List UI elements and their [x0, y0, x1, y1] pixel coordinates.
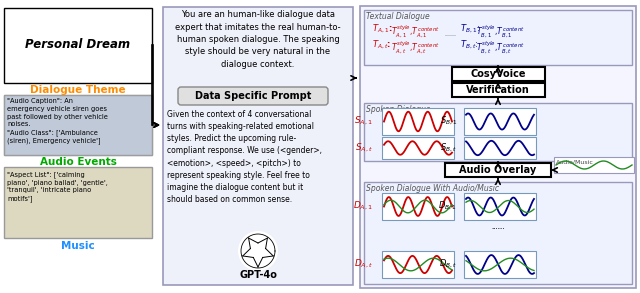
Text: $\boldsymbol{S_{A,1}}$: $\boldsymbol{S_{A,1}}$: [355, 115, 373, 127]
Text: $T^{style}_{B,t}$,$T^{content}_{B,t}$: $T^{style}_{B,t}$,$T^{content}_{B,t}$: [476, 39, 525, 55]
Bar: [464, 251, 536, 278]
Circle shape: [238, 231, 278, 271]
Bar: [382, 193, 454, 220]
Text: Audio/Music: Audio/Music: [556, 160, 594, 165]
Text: $S_{B,1}$: $S_{B,1}$: [440, 115, 457, 127]
Text: CosyVoice: CosyVoice: [470, 69, 525, 79]
Text: ......: ......: [492, 224, 505, 230]
Text: ......: ......: [444, 32, 456, 37]
Bar: [4, 167, 152, 238]
Circle shape: [253, 246, 263, 256]
Bar: [464, 108, 536, 135]
Text: Textual Dialogue: Textual Dialogue: [366, 12, 429, 21]
Text: $D_{B,t}$: $D_{B,t}$: [439, 258, 457, 270]
Bar: [364, 10, 632, 65]
Bar: [464, 137, 536, 159]
Text: GPT-4o: GPT-4o: [239, 270, 277, 280]
Text: Given the context of 4 conversational
turns with speaking-related emotional
styl: Given the context of 4 conversational tu…: [167, 110, 322, 204]
Bar: [364, 182, 632, 284]
Bar: [163, 7, 353, 285]
Text: ......: ......: [492, 224, 505, 230]
Text: $T_{A,t}$:: $T_{A,t}$:: [372, 39, 391, 51]
Text: $\boldsymbol{D_{A,1}}$: $\boldsymbol{D_{A,1}}$: [353, 200, 373, 212]
Text: $T_{B,t}$:: $T_{B,t}$:: [460, 39, 479, 51]
Text: $T^{style}_{B,1}$,$T^{content}_{B,1}$: $T^{style}_{B,1}$,$T^{content}_{B,1}$: [476, 23, 525, 39]
Text: $T^{style}_{A,t}$,$T^{content}_{A,t}$: $T^{style}_{A,t}$,$T^{content}_{A,t}$: [391, 39, 440, 55]
FancyBboxPatch shape: [178, 87, 328, 105]
Bar: [382, 251, 454, 278]
Text: $T_{B,1}$:: $T_{B,1}$:: [460, 23, 480, 35]
Bar: [554, 157, 634, 173]
Text: Dialogue Theme: Dialogue Theme: [30, 85, 126, 95]
Text: "Aspect List": ['calming
piano', 'piano ballad', 'gentle',
'tranquil', 'intricat: "Aspect List": ['calming piano', 'piano …: [7, 171, 108, 202]
Text: You are an human-like dialogue data
expert that imitates the real human-to-
huma: You are an human-like dialogue data expe…: [175, 10, 341, 69]
Bar: [360, 6, 636, 288]
Text: "Audio Caption": An
emergency vehicle siren goes
past followed by other vehicle
: "Audio Caption": An emergency vehicle si…: [7, 98, 108, 144]
Text: Audio Events: Audio Events: [40, 157, 116, 167]
Bar: [382, 137, 454, 159]
Text: ......: ......: [492, 137, 505, 143]
Bar: [452, 83, 545, 97]
Text: $S_{B,t}$: $S_{B,t}$: [440, 142, 457, 154]
Bar: [4, 95, 152, 155]
Text: $\boldsymbol{D_{A,t}}$: $\boldsymbol{D_{A,t}}$: [354, 258, 373, 270]
Bar: [4, 95, 152, 155]
Bar: [4, 8, 152, 83]
Text: Data Specific Prompt: Data Specific Prompt: [195, 91, 311, 101]
Text: Audio Overlay: Audio Overlay: [460, 165, 536, 175]
Bar: [382, 108, 454, 135]
Text: Spoken Dialogue With Audio/Music: Spoken Dialogue With Audio/Music: [366, 184, 499, 193]
Text: Personal Dream: Personal Dream: [26, 38, 131, 52]
Bar: [445, 163, 551, 177]
Text: Spoken Dialogue: Spoken Dialogue: [366, 105, 431, 114]
Text: Music: Music: [61, 241, 95, 251]
Text: $T_{A,1}$:: $T_{A,1}$:: [372, 23, 392, 35]
Bar: [464, 193, 536, 220]
Text: Verification: Verification: [466, 85, 530, 95]
Text: $\boldsymbol{S_{A,t}}$: $\boldsymbol{S_{A,t}}$: [355, 142, 373, 154]
Text: $D_{B,1}$: $D_{B,1}$: [438, 200, 457, 212]
Bar: [364, 103, 632, 161]
Text: $T^{style}_{A,1}$,$T^{content}_{A,1}$: $T^{style}_{A,1}$,$T^{content}_{A,1}$: [391, 23, 440, 39]
Bar: [452, 67, 545, 81]
